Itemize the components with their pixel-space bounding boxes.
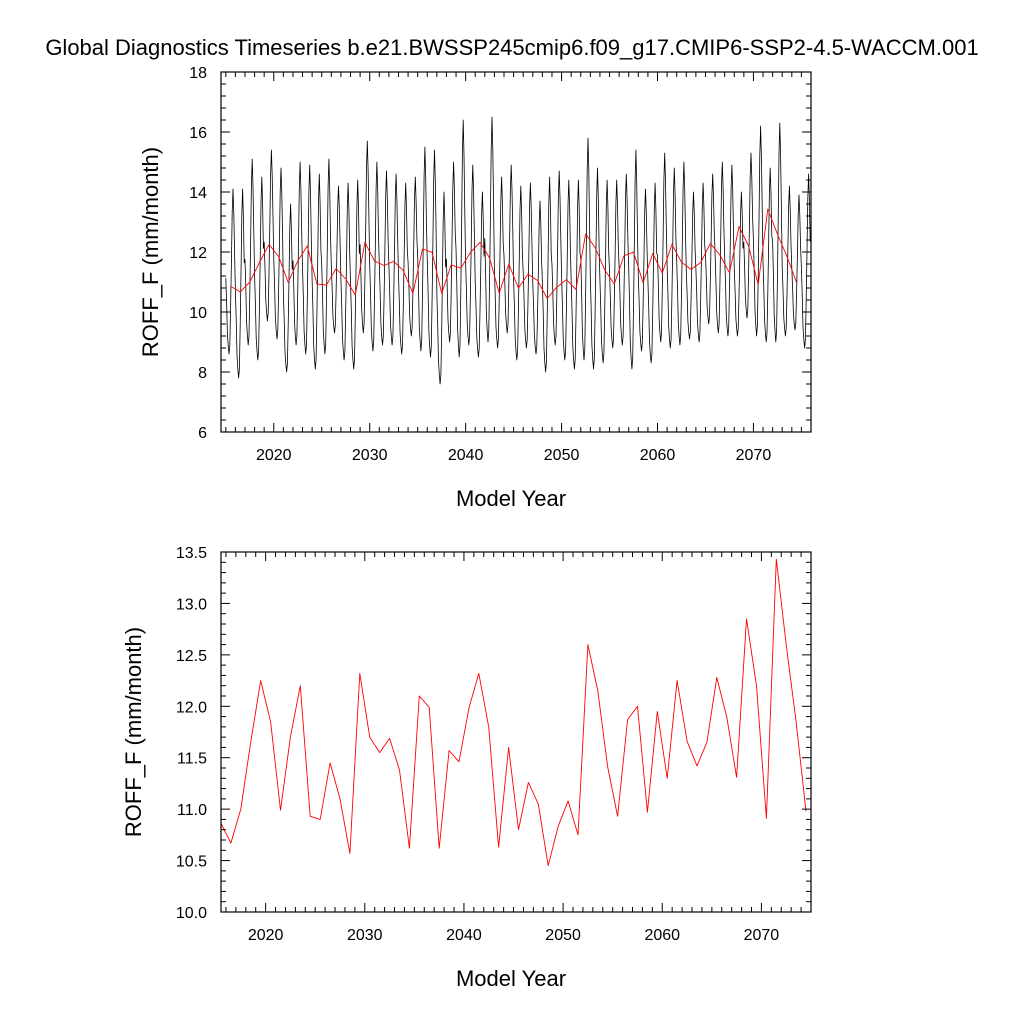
bottom-x-tick-label: 2070 [744, 927, 780, 944]
bottom-y-tick-label: 11.0 [177, 802, 207, 819]
bottom-y-tick-label: 13.5 [176, 545, 207, 562]
top-x-axis-label: Model Year [456, 486, 566, 511]
top-y-tick-label: 10 [189, 305, 207, 322]
bottom-y-tick-label: 12.0 [176, 699, 207, 716]
top-x-tick-label: 2030 [352, 447, 388, 464]
top-y-axis-label: ROFF_F (mm/month) [138, 147, 163, 357]
top-tick-layer: 2020 2030 2040 2050 2060 2070 6 8 10 12 14 16 18 [189, 65, 812, 464]
bottom-x-tick-label: 2060 [644, 927, 680, 944]
top-x-tick-label: 2070 [736, 447, 772, 464]
bottom-y-tick-label: 10.5 [176, 854, 207, 871]
bottom-y-tick-label: 13.0 [176, 596, 207, 613]
bottom-y-tick-label: 12.5 [176, 648, 207, 665]
top-x-tick-label: 2050 [544, 447, 580, 464]
bottom-y-tick-label: 10.0 [176, 905, 207, 922]
bottom-annual-mean-series-line [220, 558, 807, 867]
top-y-tick-label: 8 [198, 365, 207, 382]
bottom-x-tick-label: 2020 [248, 927, 284, 944]
top-y-tick-label: 6 [198, 425, 207, 442]
bottom-y-tick-label: 11.5 [177, 751, 207, 768]
top-monthly-series-line [225, 116, 811, 385]
top-y-tick-label: 14 [189, 185, 207, 202]
bottom-y-axis-label: ROFF_F (mm/month) [121, 627, 146, 837]
panel-bottom: 2020 2030 2040 2050 2060 2070 10.0 10.5 11.0 11.5… [121, 545, 812, 991]
bottom-series-layer [220, 558, 807, 867]
bottom-x-tick-label: 2050 [545, 927, 581, 944]
top-x-tick-label: 2020 [256, 447, 292, 464]
top-plot-frame [220, 71, 812, 433]
bottom-x-tick-label: 2030 [347, 927, 383, 944]
top-x-tick-label: 2040 [448, 447, 484, 464]
top-y-tick-label: 18 [189, 65, 207, 82]
top-annual-mean-series-line [230, 208, 798, 299]
figure-title: Global Diagnostics Timeseries b.e21.BWSS… [45, 35, 978, 60]
bottom-tick-layer: 2020 2030 2040 2050 2060 2070 10.0 10.5 11.0 11.5… [176, 545, 812, 944]
top-y-tick-label: 12 [189, 245, 207, 262]
bottom-x-axis-label: Model Year [456, 966, 566, 991]
top-x-tick-label: 2060 [640, 447, 676, 464]
bottom-plot-frame [220, 551, 812, 913]
top-y-tick-label: 16 [189, 125, 207, 142]
top-series-layer [225, 116, 811, 385]
bottom-x-tick-label: 2040 [446, 927, 482, 944]
panel-top: 2020 2030 2040 2050 2060 2070 6 8 10 12 14 16 18 Mod… [138, 65, 812, 511]
